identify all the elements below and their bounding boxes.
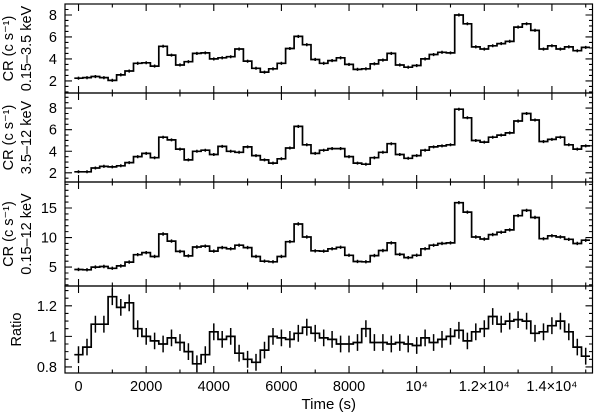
cr-total-x-ticks bbox=[77, 182, 587, 286]
cr-total-step-curve bbox=[74, 201, 590, 271]
ratio-x-ticks bbox=[77, 286, 587, 373]
cr-total-y-ticks bbox=[65, 183, 593, 286]
ratio-y-tick-label: 0.8 bbox=[37, 360, 57, 376]
ratio-y-tick-label: 1 bbox=[49, 329, 57, 345]
cr-hard-y-tick-label: 8 bbox=[49, 101, 57, 117]
panel-cr-soft: 2 4 6 8 CR (c s⁻¹) 0.15–3.5 keV bbox=[1, 3, 594, 94]
ratio-step-curve bbox=[74, 295, 590, 365]
cr-hard-y-axis-label-line1: CR (c s⁻¹) bbox=[1, 105, 17, 171]
x-tick-label: 10⁴ bbox=[405, 379, 427, 395]
cr-soft-y-ticks bbox=[65, 3, 593, 93]
x-tick-label: 2000 bbox=[130, 379, 162, 395]
cr-hard-x-ticks bbox=[77, 93, 587, 182]
cr-total-y-axis-label-line1: CR (c s⁻¹) bbox=[1, 201, 17, 267]
ratio-frame bbox=[64, 285, 594, 374]
cr-soft-y-axis-label-line1: CR (c s⁻¹) bbox=[1, 16, 17, 82]
cr-hard-frame bbox=[64, 92, 594, 183]
cr-soft-error-bars bbox=[77, 13, 587, 82]
cr-soft-step-curve bbox=[74, 14, 590, 82]
x-tick-label: 8000 bbox=[333, 379, 365, 395]
x-tick-label: 1.4×10⁴ bbox=[526, 379, 577, 395]
x-tick-label: 4000 bbox=[198, 379, 230, 395]
cr-hard-y-axis-label-line2: 3.5–12 keV bbox=[19, 100, 35, 174]
panel-ratio: 0.8 1 1.2 Ratio bbox=[9, 285, 594, 376]
panel-cr-hard: 2 4 6 8 CR (c s⁻¹) 3.5–12 keV bbox=[1, 92, 594, 183]
x-tick-label: 6000 bbox=[265, 379, 297, 395]
cr-hard-y-tick-label: 4 bbox=[49, 144, 57, 160]
x-axis: 0 2000 4000 6000 8000 10⁴ 1.2×10⁴ 1.4×10⁴ Time (… bbox=[74, 379, 577, 413]
cr-total-frame bbox=[64, 181, 594, 287]
cr-total-y-tick-label: 15 bbox=[41, 201, 57, 217]
cr-soft-x-ticks bbox=[77, 4, 587, 93]
ratio-y-ticks bbox=[65, 290, 593, 368]
cr-total-y-tick-label: 5 bbox=[49, 260, 57, 276]
cr-hard-y-tick-label: 6 bbox=[49, 123, 57, 139]
ratio-y-axis-label: Ratio bbox=[9, 313, 25, 347]
x-tick-label: 0 bbox=[74, 379, 82, 395]
cr-hard-y-tick-label: 2 bbox=[49, 166, 57, 182]
cr-hard-error-bars bbox=[77, 107, 587, 174]
panel-cr-total: 5 10 15 CR (c s⁻¹) 0.15–12 keV bbox=[1, 181, 594, 287]
cr-soft-y-tick-label: 6 bbox=[49, 30, 57, 46]
cr-soft-frame bbox=[64, 3, 594, 94]
cr-total-y-axis-label-line2: 0.15–12 keV bbox=[19, 193, 35, 275]
cr-total-y-tick-label: 10 bbox=[41, 231, 57, 247]
x-axis-label: Time (s) bbox=[302, 396, 356, 413]
ratio-y-tick-label: 1.2 bbox=[37, 299, 57, 315]
cr-total-error-bars bbox=[77, 201, 587, 272]
ratio-error-bars bbox=[77, 288, 587, 373]
cr-hard-step-curve bbox=[74, 108, 590, 173]
cr-soft-y-tick-label: 2 bbox=[49, 74, 57, 90]
cr-soft-y-tick-label: 8 bbox=[49, 8, 57, 24]
x-tick-label: 1.2×10⁴ bbox=[459, 379, 510, 395]
cr-soft-y-axis-label-line2: 0.15–3.5 keV bbox=[19, 5, 35, 91]
cr-soft-y-tick-label: 4 bbox=[49, 52, 57, 68]
cr-hard-y-ticks bbox=[65, 96, 593, 179]
